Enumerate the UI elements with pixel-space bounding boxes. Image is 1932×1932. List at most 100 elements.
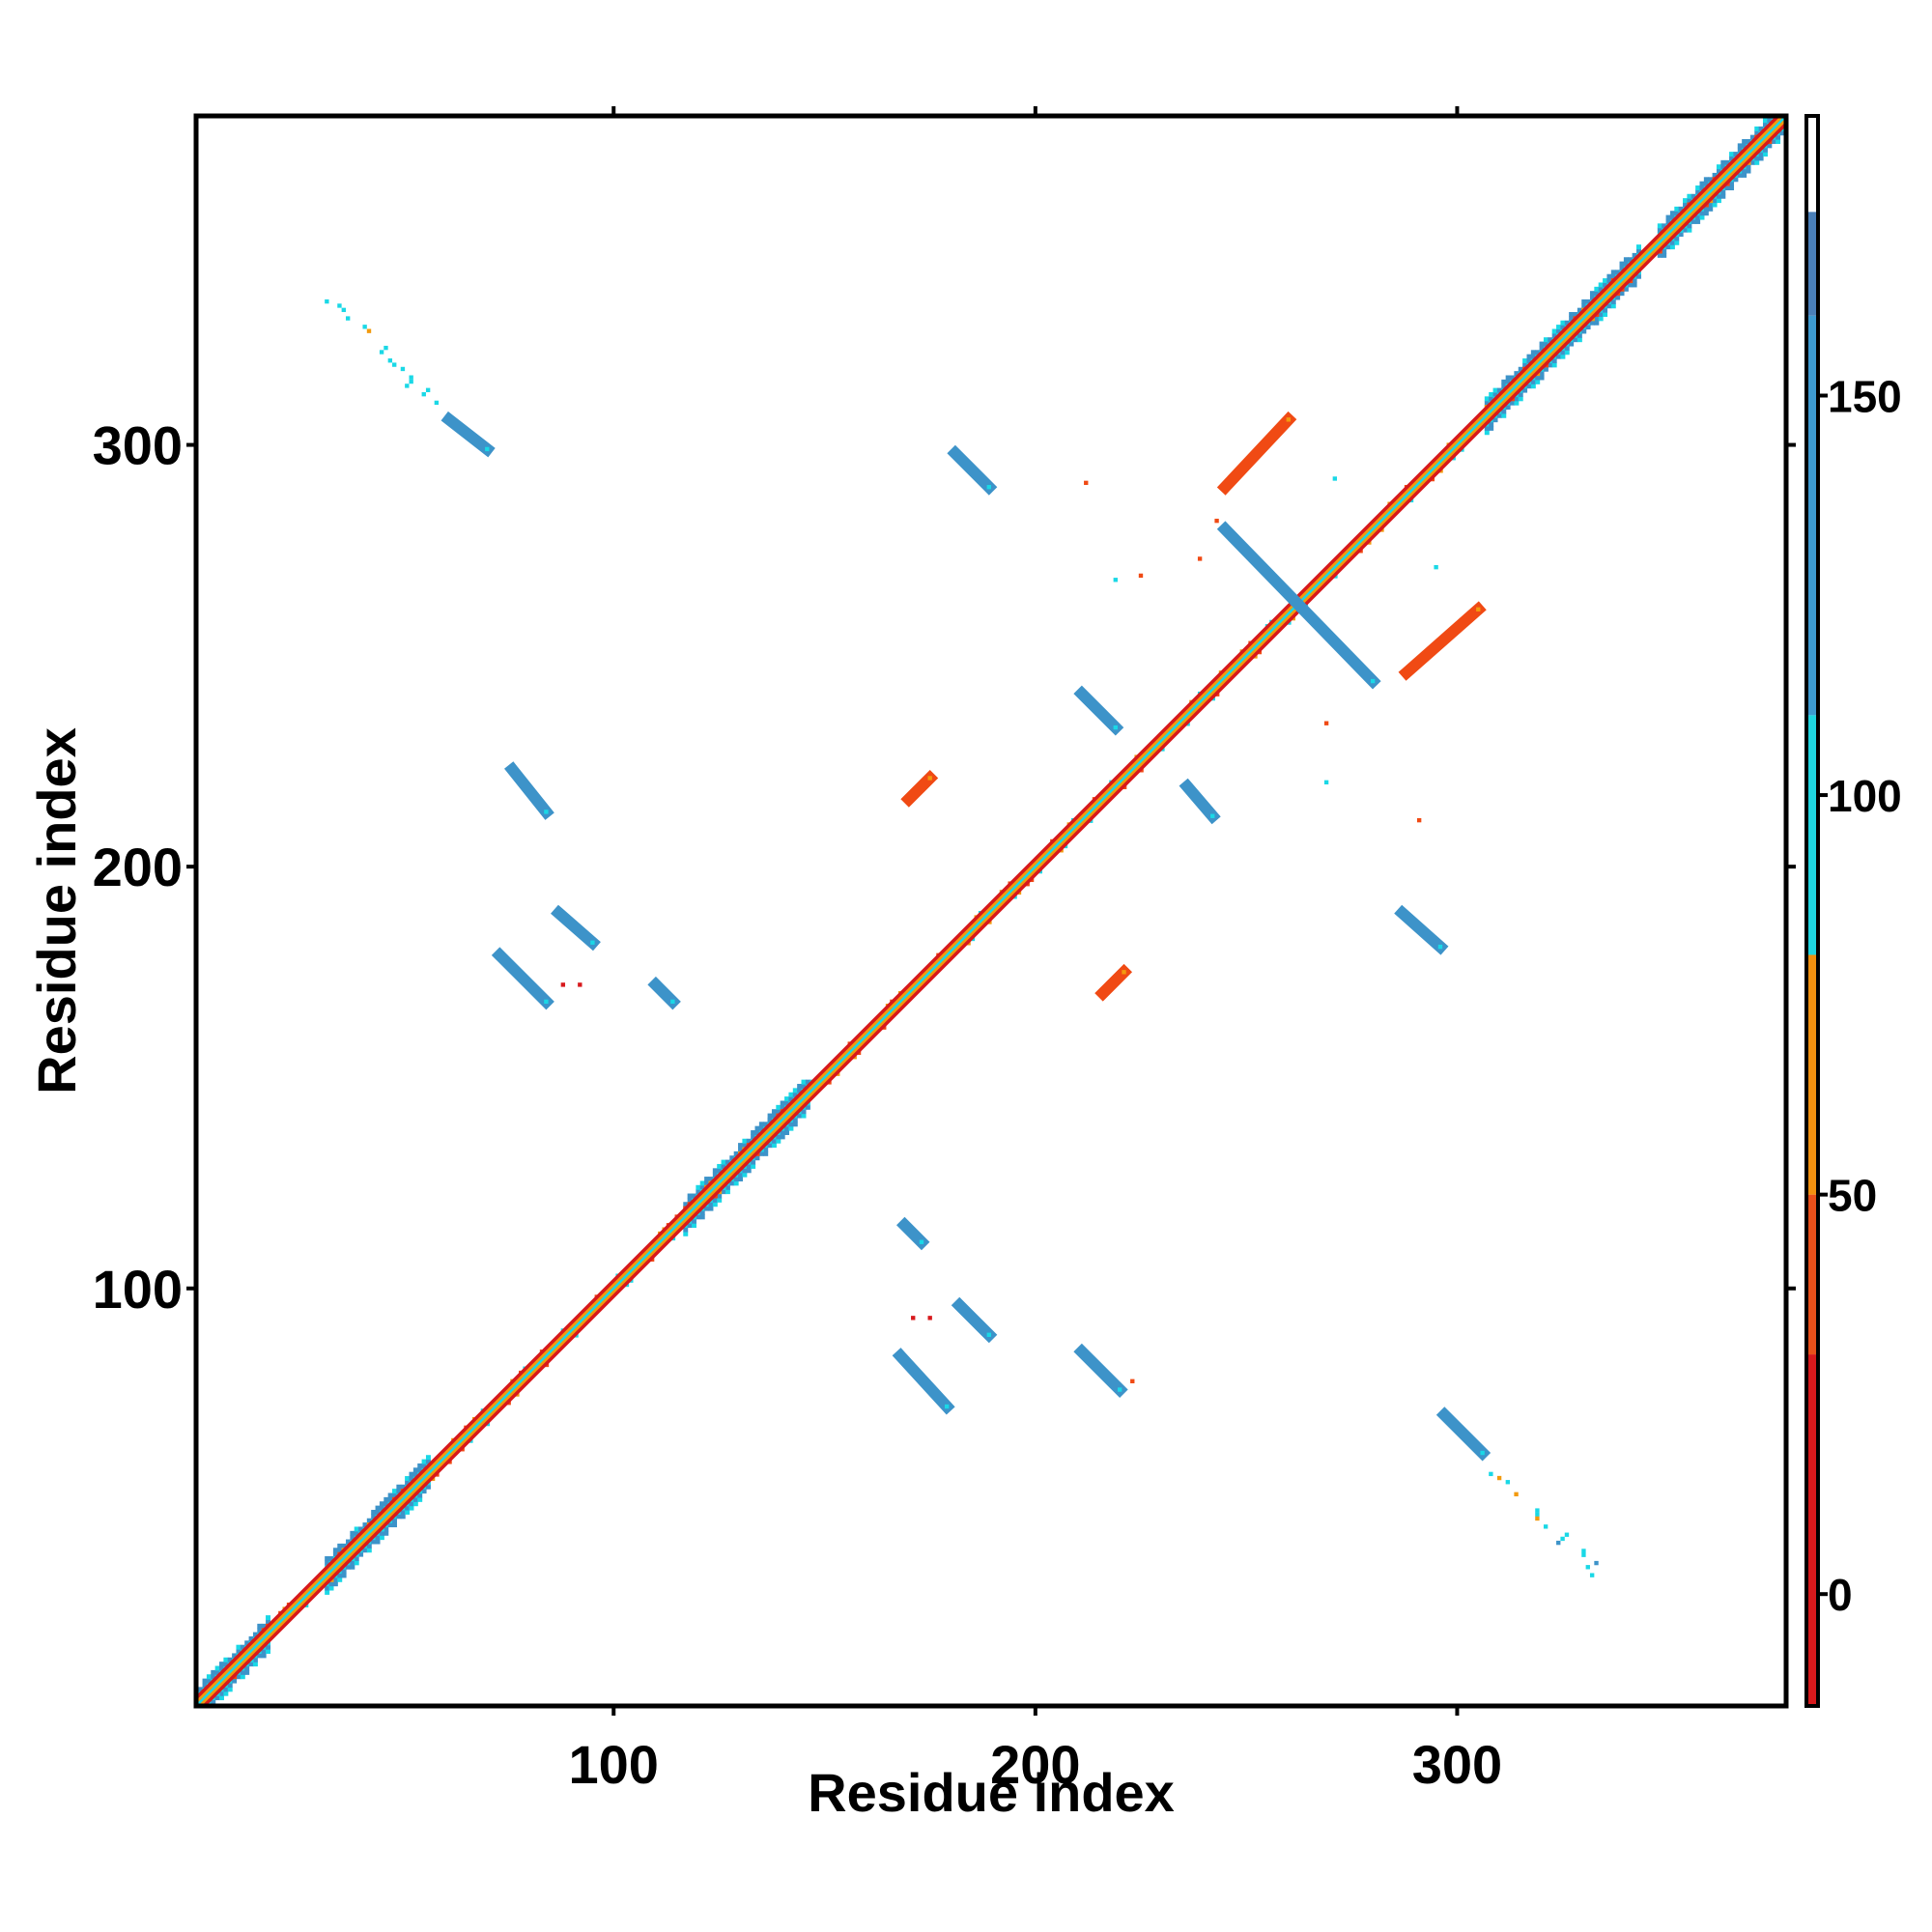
helix-cell	[1530, 354, 1536, 359]
helix-cell	[1699, 211, 1705, 216]
helix-cell	[358, 1526, 364, 1532]
helix-cell	[801, 1079, 807, 1085]
contact-speck	[578, 982, 582, 987]
contact-speck	[1214, 518, 1219, 524]
helix-cell	[371, 1514, 377, 1520]
helix-cell	[396, 1484, 402, 1490]
helix-cell	[1581, 328, 1587, 334]
helix-cell	[746, 1168, 752, 1174]
helix-cell	[792, 1092, 798, 1097]
helix-cell	[202, 1678, 208, 1684]
helix-cell	[767, 1143, 773, 1149]
helix-cell	[1585, 325, 1591, 330]
helix-cell	[417, 1463, 423, 1468]
helix-cell	[1551, 362, 1557, 368]
helix-cell	[1636, 244, 1641, 250]
ticks-layer: 100 200 300 100 200 300	[93, 106, 1796, 1795]
helix-cell	[417, 1467, 423, 1473]
helix-cell	[1657, 223, 1662, 229]
contact-segment-end	[1113, 724, 1118, 730]
helix-cell	[1603, 307, 1608, 313]
helix-cell	[337, 1548, 343, 1553]
helix-cell	[1749, 134, 1755, 140]
helix-cell	[1539, 371, 1545, 377]
contact-segment	[1398, 601, 1487, 681]
helix-cell	[332, 1551, 338, 1557]
helix-cell	[1729, 152, 1735, 157]
helix-cell	[345, 1539, 351, 1545]
helix-cell	[1560, 320, 1566, 326]
helix-cell	[1669, 214, 1675, 220]
x-tick-label: 200	[990, 1734, 1080, 1795]
contact-segment	[1216, 411, 1297, 496]
helix-cell	[384, 1501, 389, 1507]
helix-cell	[1628, 282, 1634, 288]
helix-cell	[1754, 126, 1760, 131]
scatter-cell	[362, 325, 367, 329]
helix-cell	[350, 1564, 355, 1570]
helix-cell	[742, 1172, 748, 1178]
helix-cell	[409, 1501, 414, 1507]
helix-cell	[198, 1708, 203, 1713]
scatter-cell	[1505, 1480, 1511, 1485]
scatter-cell	[1581, 1552, 1586, 1557]
helix-cell	[1742, 139, 1747, 144]
contact-segment	[1073, 685, 1124, 736]
scatter-cell	[1585, 1565, 1590, 1570]
helix-cell	[1683, 198, 1688, 204]
helix-cell	[384, 1526, 389, 1532]
helix-cell	[354, 1560, 359, 1566]
helix-cell	[724, 1159, 730, 1165]
helix-cell	[1489, 391, 1494, 397]
helix-cell	[1729, 181, 1735, 186]
helix-cell	[1632, 282, 1637, 288]
helix-cell	[257, 1653, 263, 1659]
helix-cell	[236, 1644, 242, 1650]
helix-cell	[400, 1484, 406, 1490]
helix-cell	[692, 1218, 696, 1224]
contact-segment	[1216, 521, 1381, 690]
helix-cell	[400, 1509, 406, 1515]
helix-cell	[1619, 265, 1625, 270]
contact-segment-end	[919, 1239, 924, 1244]
helix-cell	[417, 1496, 423, 1502]
helix-cell	[261, 1649, 267, 1655]
helix-cell	[1581, 303, 1587, 309]
y-tick-label: 200	[93, 837, 183, 897]
helix-cell	[1530, 384, 1536, 389]
helix-cell	[788, 1122, 794, 1127]
helix-cell	[1577, 307, 1582, 313]
helix-cell	[1484, 400, 1490, 406]
helix-cell	[366, 1548, 372, 1553]
helix-cell	[1564, 345, 1570, 351]
helix-cell	[1539, 341, 1545, 347]
scatter-cell	[1535, 1508, 1540, 1513]
helix-cell	[214, 1665, 220, 1671]
helix-cell	[1510, 400, 1515, 406]
plot-frame	[193, 113, 1789, 1709]
helix-cell	[1484, 425, 1490, 431]
helix-cell	[1615, 295, 1621, 300]
helix-cell	[1724, 185, 1730, 191]
helix-cell	[1733, 152, 1739, 157]
helix-cell	[797, 1088, 803, 1094]
helix-cell	[412, 1467, 418, 1473]
contact-segment	[892, 1348, 955, 1415]
helix-cell	[1678, 206, 1684, 212]
contact-segment	[900, 769, 939, 808]
helix-cell	[198, 1717, 203, 1721]
helix-cell	[1720, 164, 1726, 170]
helix-cell	[405, 1476, 411, 1482]
helix-cell	[240, 1669, 245, 1675]
helix-cell	[417, 1492, 423, 1498]
contact-speck	[1323, 780, 1329, 785]
helix-cell	[738, 1172, 744, 1178]
helix-cell	[1543, 337, 1548, 343]
helix-cell	[341, 1543, 347, 1548]
helix-cell	[712, 1197, 718, 1203]
contact-speck	[1130, 1378, 1135, 1383]
helix-cell	[1687, 198, 1692, 204]
helix-cell	[1573, 337, 1578, 343]
diagonal-line-inner	[196, 116, 1786, 1706]
helix-cell	[784, 1125, 790, 1131]
